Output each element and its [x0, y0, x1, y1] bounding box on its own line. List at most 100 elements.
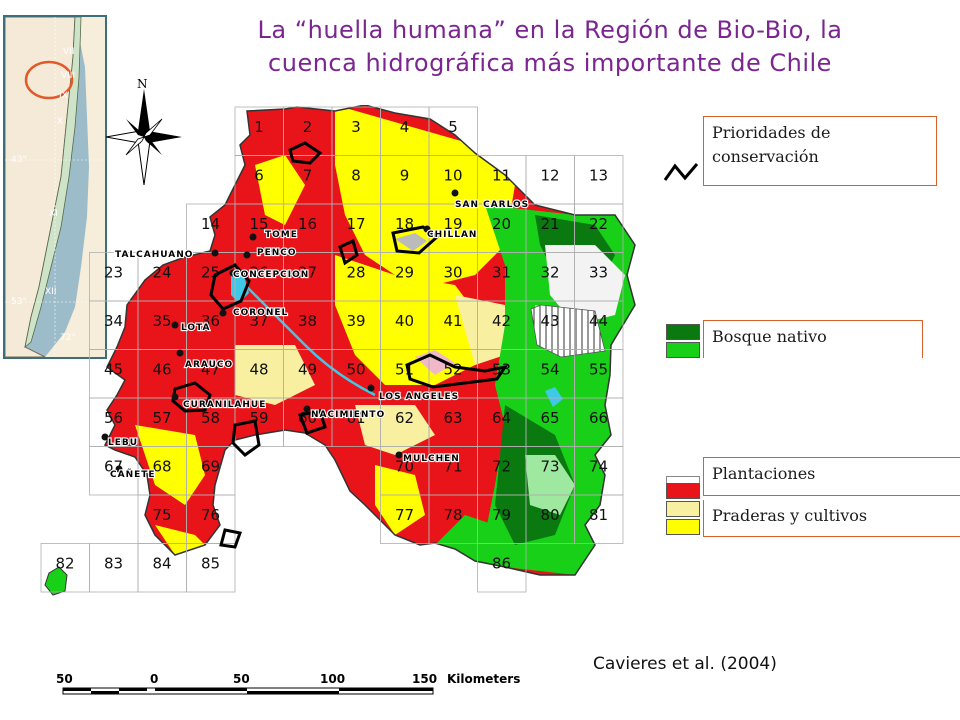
grid-cell-number: 66 [589, 409, 608, 427]
legend-pastures-box: Praderas y cultivos [703, 500, 960, 537]
land-cover-zone [335, 255, 485, 385]
land-cover-zone [455, 295, 505, 365]
region-label-vii: VII [63, 47, 75, 57]
place-label: TOME [265, 230, 298, 240]
place-label: SAN CARLOS [455, 200, 529, 210]
grid-cell-number: 83 [104, 555, 123, 573]
grid-cell-number: 38 [298, 312, 317, 330]
region-label-xii: XII [45, 287, 57, 297]
land-cover-zone [375, 465, 425, 535]
grid-cell-number: 39 [346, 312, 365, 330]
grid-cell-number: 82 [55, 555, 74, 573]
grid-cell-number: 16 [298, 215, 317, 233]
region-label-viii: VIII [61, 71, 76, 81]
water-body [545, 387, 563, 407]
legend-native-forest-box: Bosque nativo [703, 320, 923, 358]
grid-cell-number: 58 [201, 409, 220, 427]
latitude-label-43: 43° [11, 155, 27, 165]
conservation-priority-areas [171, 141, 509, 549]
place-label: CAÑETE [110, 469, 156, 480]
grid-cell-number: 55 [589, 361, 608, 379]
grid-cell-number: 61 [346, 409, 365, 427]
place-label: PENCO [257, 248, 297, 258]
grid-cell-number: 71 [443, 458, 462, 476]
urban-area [395, 233, 427, 251]
region-label-ix: IX [59, 91, 68, 101]
city-marker [423, 225, 431, 233]
grid-cell-number: 49 [298, 361, 317, 379]
north-arrow-icon [105, 89, 182, 185]
city-marker [243, 251, 251, 259]
place-label: ARAUCO [185, 360, 233, 370]
city-marker [211, 249, 219, 257]
scale-tick-50: 50 [233, 672, 250, 686]
scale-bar-graphic [62, 687, 434, 695]
scale-tick-100: 100 [320, 672, 346, 686]
land-cover-zone [435, 515, 505, 567]
grid-cell-number: 74 [589, 458, 608, 476]
city-marker [395, 451, 403, 459]
grid-cell-number: 33 [589, 264, 608, 282]
grid-cell-number: 5 [448, 118, 458, 136]
grid-cell-number: 34 [104, 312, 123, 330]
grid-cell-number: 26 [249, 264, 268, 282]
grid-cell-number: 80 [540, 506, 559, 524]
place-labels: TALCAHUANO TOME PENCO CONCEPCION CORONEL LOTA… [107, 199, 529, 481]
grid-cell-number: 15 [249, 215, 268, 233]
land-cover-zone [355, 405, 435, 455]
grid-cell-number: 53 [492, 361, 511, 379]
grid-cell-number: 37 [249, 312, 268, 330]
grid-cell-number: 10 [443, 167, 462, 185]
grid-cell [186, 543, 236, 593]
legend-plantations-label: Plantaciones [712, 464, 816, 483]
land-cover-zone [525, 455, 575, 515]
grid-cell-number: 63 [443, 409, 462, 427]
grid-cell-number: 64 [492, 409, 511, 427]
land-cover-zone [155, 525, 205, 555]
place-label: CONCEPCION [233, 270, 309, 280]
latitude-label-53: 53° [11, 297, 27, 307]
grid-cell-number: 44 [589, 312, 608, 330]
plantations-swatch [666, 483, 700, 499]
place-label: LOS ANGELES [379, 392, 459, 402]
land-cover-zone [135, 425, 205, 505]
chile-inset-map: VII VIII IX X XI XII 43° 53° 72° [3, 15, 107, 359]
city-marker [367, 384, 375, 392]
grid-cell-number: 84 [152, 555, 171, 573]
longitude-label-72: 72° [60, 333, 76, 343]
grid-cell-number: 47 [201, 361, 220, 379]
legend-priorities-label: Prioridades de conservación [712, 123, 831, 166]
region-label-x: X [57, 117, 64, 127]
grid-cell-number: 42 [492, 312, 511, 330]
grid-cell-number: 11 [492, 167, 511, 185]
grid-cell-number: 3 [351, 118, 361, 136]
grid-cell-number: 65 [540, 409, 559, 427]
grid-cell-number: 28 [346, 264, 365, 282]
city-marker [176, 349, 184, 357]
scale-bar: 50 0 50 100 150 Kilometers [40, 670, 540, 710]
grid-cell-number: 32 [540, 264, 559, 282]
grid-cell-number: 29 [395, 264, 414, 282]
grid-cell-number: 1 [254, 118, 264, 136]
grid-cell-number: 21 [540, 215, 559, 233]
grid-cell [574, 494, 624, 544]
highlight-ellipse [24, 60, 74, 100]
pastures-yellow-swatch [666, 519, 700, 535]
native-forest-dark-swatch [666, 324, 700, 340]
river-line [234, 274, 376, 397]
scale-unit-label: Kilometers [447, 672, 521, 686]
title-line-1: La “huella humana” en la Región de Bio-B… [257, 16, 843, 44]
city-markers [101, 189, 459, 473]
grid-cell-number: 7 [303, 167, 313, 185]
land-cover-zone [255, 155, 305, 225]
grid-cell-number: 81 [589, 506, 608, 524]
priority-line-icon [663, 163, 699, 181]
city-marker [171, 321, 179, 329]
title-line-2: cuenca hidrográfica más importante de Ch… [268, 49, 832, 77]
city-marker [249, 233, 257, 241]
legend-plantations-box: Plantaciones [703, 457, 960, 495]
grid-cell-number: 85 [201, 555, 220, 573]
grid-cell-number: 35 [152, 312, 171, 330]
